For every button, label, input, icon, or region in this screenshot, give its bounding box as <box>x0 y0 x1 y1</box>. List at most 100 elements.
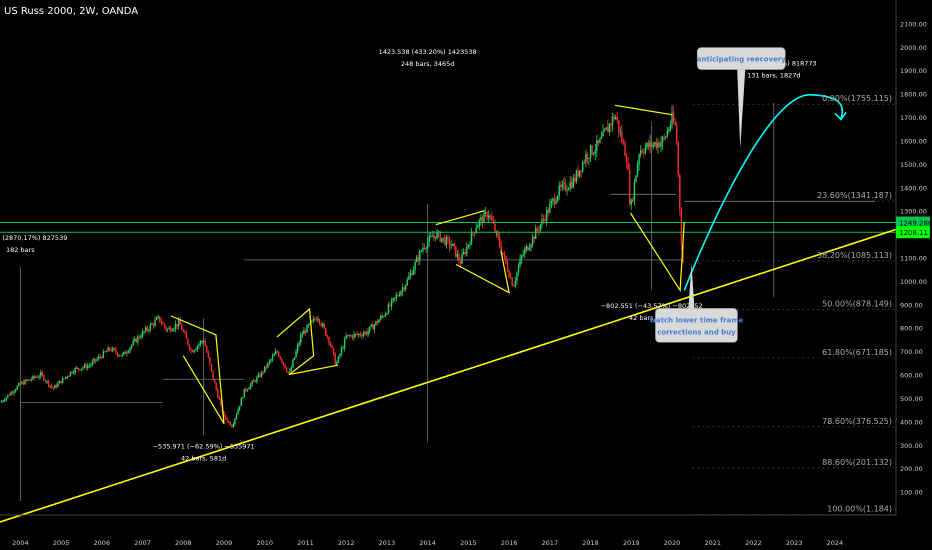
candle-body <box>289 370 291 373</box>
candle-body <box>210 364 213 371</box>
candle-body <box>246 389 249 391</box>
candle-body <box>611 116 614 126</box>
candle-body <box>500 245 502 253</box>
candle-body <box>458 254 460 262</box>
candle-body <box>517 266 520 273</box>
support-trendline <box>0 228 897 523</box>
candle-body <box>226 418 228 422</box>
measure-label: −535.971 (−62.59%) −535971 <box>153 442 255 450</box>
price-tick-label: 1400.00 <box>900 184 927 192</box>
candle-body <box>206 346 208 353</box>
drawing-overlays <box>0 94 897 523</box>
candle-body <box>582 162 584 172</box>
candle-body <box>356 333 358 335</box>
candle-body <box>318 319 321 324</box>
candle-body <box>556 195 559 201</box>
candle-body <box>569 181 571 189</box>
candle-body <box>267 362 269 368</box>
candle-body <box>170 327 172 332</box>
price-tick-label: 1100.00 <box>900 255 927 263</box>
candle-body <box>311 320 313 322</box>
candle-body <box>403 287 405 290</box>
time-tick-label: 2013 <box>379 539 396 547</box>
candle-body <box>281 359 283 363</box>
candle-body <box>368 326 371 332</box>
candle-body <box>173 328 175 331</box>
candle-body <box>292 360 294 368</box>
price-badge-label: 1249.286 <box>899 220 932 228</box>
candle-body <box>332 348 335 354</box>
candle-body <box>459 261 462 264</box>
price-badge <box>896 226 930 239</box>
candle-body <box>431 235 434 238</box>
candle-body <box>179 320 181 325</box>
measure-label: 827.539 (2870.17%) 827539 <box>0 234 67 242</box>
candle-body <box>522 254 524 256</box>
candle-body <box>49 385 51 387</box>
candle-body <box>177 320 180 327</box>
candle-body <box>290 367 293 371</box>
candle-body <box>212 370 214 380</box>
candle-body <box>237 409 239 415</box>
fib-label: 61.80%(671.185) <box>822 348 892 357</box>
candle-body <box>61 378 64 384</box>
candle-body <box>24 379 26 385</box>
candle-body <box>215 383 217 390</box>
price-tick-label: 500.00 <box>900 395 923 403</box>
candle-body <box>36 376 39 378</box>
candle-body <box>680 210 683 245</box>
candle-body <box>531 236 534 245</box>
candle-body <box>442 237 445 239</box>
candle-body <box>112 348 114 352</box>
candle-body <box>629 169 631 205</box>
candle-body <box>535 228 537 239</box>
candle-body <box>353 333 355 338</box>
candle-body <box>375 321 377 325</box>
candle-body <box>71 371 73 373</box>
candle-body <box>123 351 125 355</box>
callout-pointer <box>688 263 695 309</box>
candle-body <box>567 188 570 190</box>
candle-body <box>7 394 9 398</box>
candle-body <box>193 350 195 353</box>
candle-body <box>561 183 564 188</box>
candle-body <box>395 295 398 298</box>
candle-body <box>448 238 451 247</box>
candle-body <box>514 280 517 286</box>
candle-body <box>361 335 363 337</box>
candle-body <box>456 254 459 257</box>
candle-body <box>104 351 106 353</box>
candle-body <box>473 232 476 234</box>
price-tick-label: 1900.00 <box>900 67 927 75</box>
candle-body <box>605 127 607 130</box>
candle-body <box>163 323 166 327</box>
candle-body <box>405 285 407 290</box>
candle-body <box>223 412 225 416</box>
candle-body <box>564 182 567 191</box>
candle-body <box>525 246 528 250</box>
candle-body <box>502 252 504 255</box>
candle-body <box>555 200 557 204</box>
candle-body <box>603 129 606 131</box>
candle-body <box>577 170 579 177</box>
measure-bars-label: 182 bars <box>6 246 35 254</box>
candle-body <box>113 348 116 350</box>
candle-body <box>610 124 612 126</box>
candle-body <box>658 142 661 147</box>
time-tick-label: 2022 <box>745 539 762 547</box>
candle-body <box>533 236 535 239</box>
candle-body <box>320 323 322 326</box>
candle-body <box>365 331 368 335</box>
candle-body <box>217 389 219 398</box>
candle-body <box>14 389 17 392</box>
candle-body <box>619 131 622 133</box>
candle-body <box>190 349 192 351</box>
candle-body <box>675 125 678 143</box>
candle-body <box>484 212 487 214</box>
candle-body <box>130 345 133 348</box>
candle-body <box>655 142 658 148</box>
candle-body <box>65 376 67 379</box>
candle-body <box>345 335 347 339</box>
